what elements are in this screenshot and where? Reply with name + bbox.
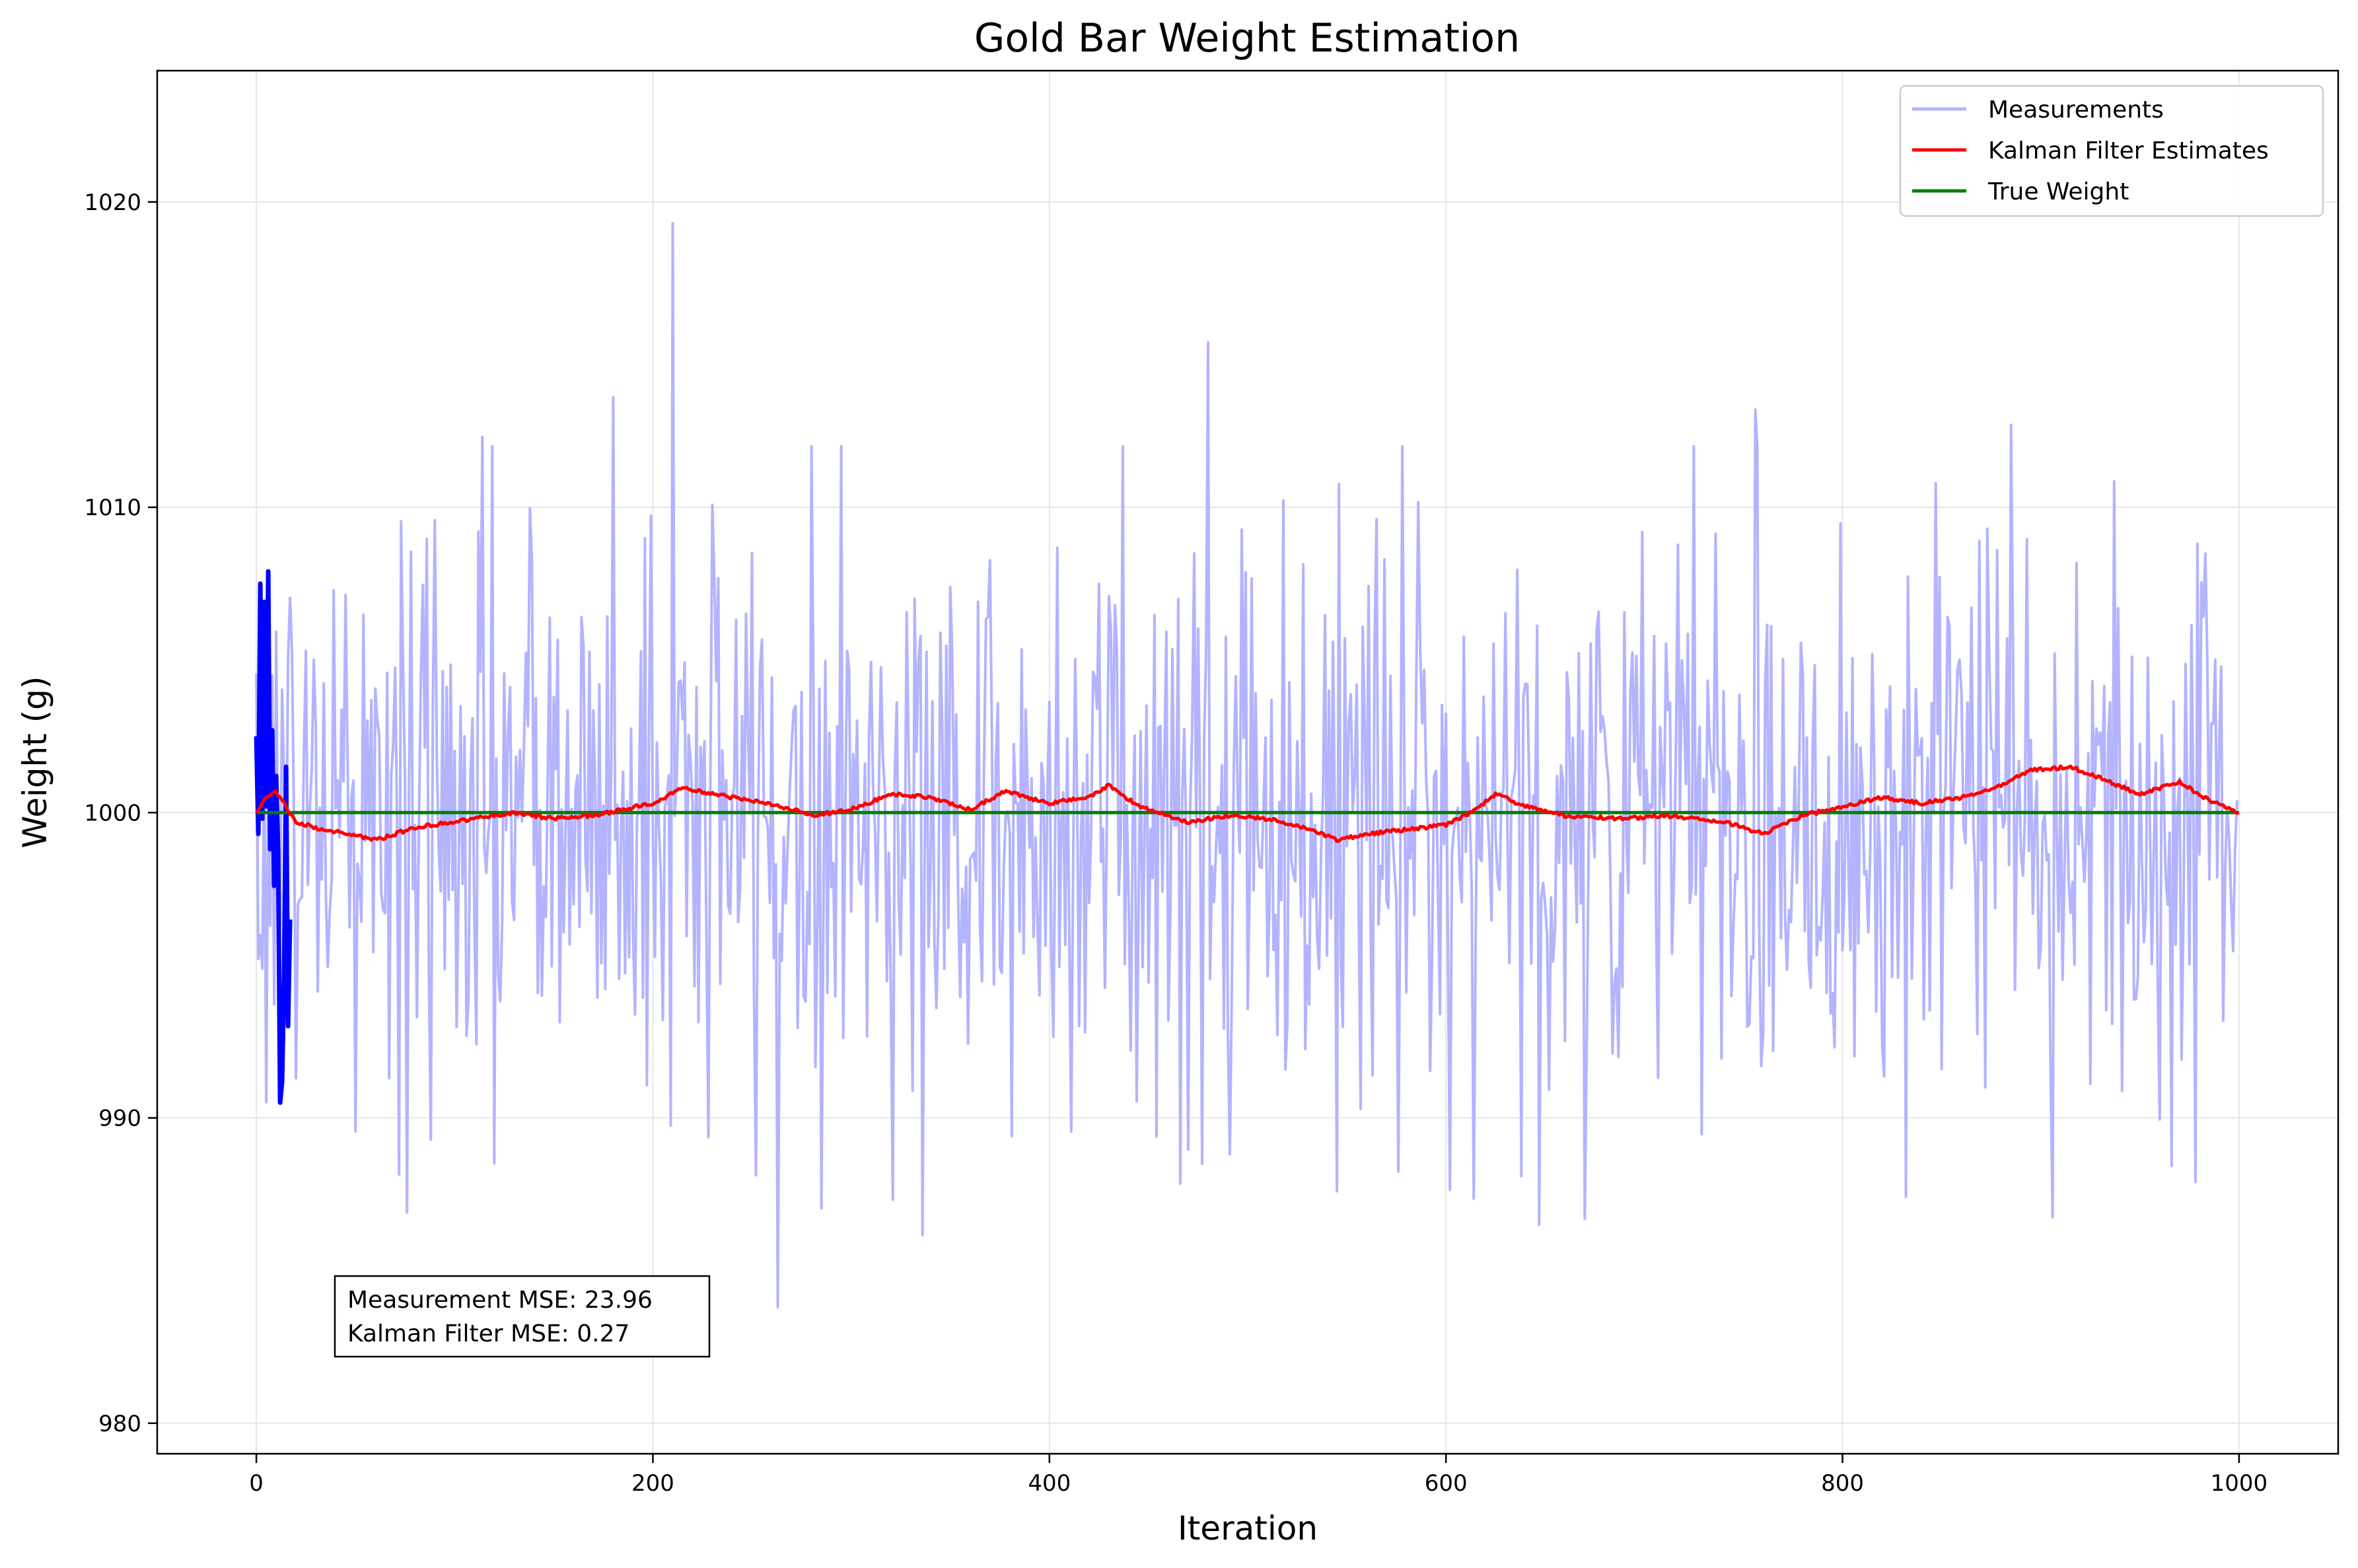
series-line-kalman-estimates <box>254 764 2240 843</box>
kalman-mse-text: Kalman Filter MSE: 0.27 <box>347 1320 629 1347</box>
plot-frame <box>156 69 2340 1455</box>
legend-label: True Weight <box>1987 178 2129 205</box>
plot-area: 0 200 400 600 800 1000 980 990 1000 1010 1020 <box>84 69 2340 1497</box>
y-tick-label: 990 <box>98 1106 141 1132</box>
y-tick-label: 1010 <box>84 495 141 521</box>
series-layer <box>254 222 2240 1309</box>
y-axis-label: Weight (g) <box>16 676 54 849</box>
mse-annotation: Measurement MSE: 23.96 Kalman Filter MSE… <box>334 1275 711 1358</box>
chart-title: Gold Bar Weight Estimation <box>974 15 1520 61</box>
y-tick-label: 980 <box>98 1411 141 1437</box>
x-tick-label: 200 <box>631 1470 674 1497</box>
x-tick-label: 400 <box>1028 1470 1071 1497</box>
legend-box <box>1899 85 2324 217</box>
x-axis-label: Iteration <box>1178 1509 1318 1548</box>
x-axis: 0 200 400 600 800 1000 <box>249 1454 2268 1497</box>
legend: Measurements Kalman Filter Estimates True … <box>1899 85 2324 217</box>
series-line-measurements <box>255 222 2238 1309</box>
legend-label: Measurements <box>1988 96 2164 124</box>
y-axis: 980 990 1000 1010 1020 <box>84 190 157 1437</box>
x-tick-label: 800 <box>1821 1470 1864 1497</box>
legend-label: Kalman Filter Estimates <box>1988 137 2269 164</box>
x-tick-label: 600 <box>1425 1470 1468 1497</box>
x-tick-label: 1000 <box>2211 1470 2268 1497</box>
y-tick-label: 1020 <box>84 190 141 216</box>
y-tick-label: 1000 <box>84 800 141 826</box>
measurement-mse-text: Measurement MSE: 23.96 <box>347 1287 653 1314</box>
mse-annotation-box <box>334 1275 711 1358</box>
x-tick-label: 0 <box>249 1470 264 1497</box>
series-line-initial-measurements <box>254 569 293 1105</box>
